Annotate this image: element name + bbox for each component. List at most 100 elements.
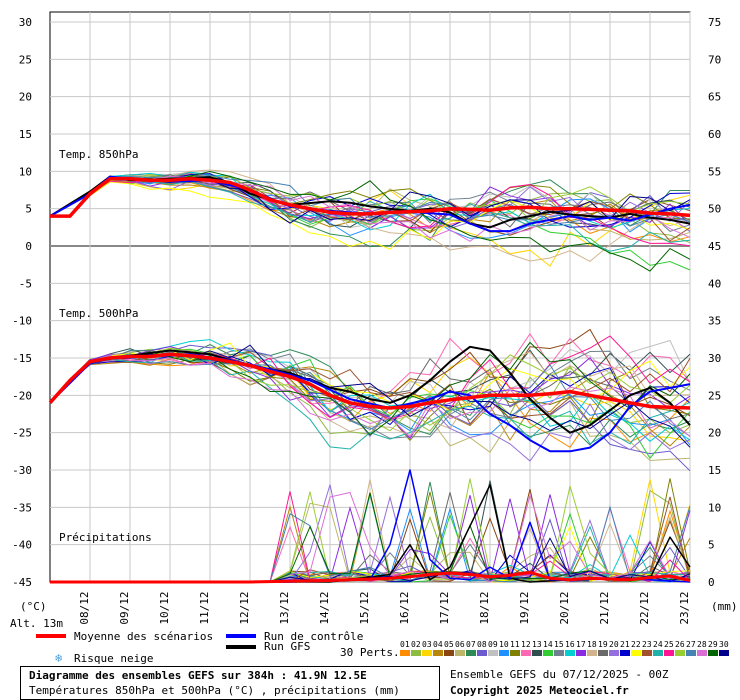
right-axis-unit: (mm) xyxy=(711,600,738,613)
pert-legend-number: 28 xyxy=(697,640,707,649)
right-tick-label: 40 xyxy=(708,277,721,290)
right-tick-label: 15 xyxy=(708,464,721,477)
pert-legend-number: 13 xyxy=(532,640,542,649)
pert-legend-swatch xyxy=(653,650,663,656)
x-tick-label: 22/12 xyxy=(638,591,651,624)
copyright: Copyright 2025 Meteociel.fr xyxy=(450,684,629,697)
left-tick-label: -5 xyxy=(19,277,32,290)
right-tick-label: 75 xyxy=(708,16,721,29)
pert-legend-number: 14 xyxy=(543,640,553,649)
pert-legend-number: 19 xyxy=(598,640,608,649)
x-tick-label: 11/12 xyxy=(198,591,211,624)
chart-title: Diagramme des ensembles GEFS sur 384h : … xyxy=(29,669,367,682)
legend-control-label: Run de contrôle xyxy=(264,630,364,643)
legend-mean-label: Moyenne des scénarios xyxy=(74,630,214,643)
right-tick-label: 30 xyxy=(708,352,721,365)
pert-legend-swatch xyxy=(686,650,696,656)
pert-legend-swatch xyxy=(543,650,553,656)
pert-t500-line xyxy=(49,346,691,440)
x-tick-label: 17/12 xyxy=(438,591,451,624)
left-tick-label: -25 xyxy=(12,427,32,440)
pert-legend-swatch xyxy=(565,650,575,656)
pert-legend-swatch xyxy=(631,650,641,656)
pert-legend-number: 12 xyxy=(521,640,531,649)
left-tick-label: 20 xyxy=(19,91,32,104)
pert-legend-number: 11 xyxy=(510,640,520,649)
x-tick-label: 21/12 xyxy=(598,591,611,624)
right-tick-label: 5 xyxy=(708,539,715,552)
left-tick-label: -10 xyxy=(12,315,32,328)
pert-legend-number: 25 xyxy=(664,640,674,649)
axis-ticks: 302520151050-5-10-15-20-25-30-35-40-4575… xyxy=(12,16,721,625)
right-tick-label: 20 xyxy=(708,427,721,440)
pert-legend-swatch xyxy=(587,650,597,656)
x-tick-label: 10/12 xyxy=(158,591,171,624)
pert-legend-swatch xyxy=(719,650,729,656)
pert-legend-number: 27 xyxy=(686,640,696,649)
pert-legend-swatch xyxy=(510,650,520,656)
pert-legend-number: 29 xyxy=(708,640,718,649)
pert-legend-number: 17 xyxy=(576,640,586,649)
mean-precip-line xyxy=(50,570,691,584)
legend-perts-label: 30 Perts. xyxy=(340,646,400,659)
pert-legend-swatch xyxy=(400,650,410,656)
x-tick-label: 23/12 xyxy=(678,591,691,624)
pert-legend-swatch xyxy=(609,650,619,656)
left-tick-label: 15 xyxy=(19,128,32,141)
pert-legend-swatch xyxy=(576,650,586,656)
pert-legend-number: 07 xyxy=(466,640,476,649)
right-tick-label: 0 xyxy=(708,576,715,589)
pert-t850-line xyxy=(49,181,691,250)
pert-legend-swatch xyxy=(620,650,630,656)
x-tick-label: 08/12 xyxy=(78,591,91,624)
pert-t500-line xyxy=(49,353,691,437)
grid xyxy=(49,11,691,583)
left-tick-label: 30 xyxy=(19,16,32,29)
right-tick-label: 25 xyxy=(708,389,721,402)
title-box: Diagramme des ensembles GEFS sur 384h : … xyxy=(20,666,440,700)
left-tick-label: -35 xyxy=(12,501,32,514)
pert-legend-swatch xyxy=(554,650,564,656)
chart-subtitle: Températures 850hPa et 500hPa (°C) , pré… xyxy=(29,684,400,697)
x-tick-label: 19/12 xyxy=(518,591,531,624)
pert-t500-line xyxy=(49,350,691,437)
label-precip: Précipitations xyxy=(59,531,152,544)
right-tick-label: 45 xyxy=(708,240,721,253)
left-tick-label: 10 xyxy=(19,165,32,178)
pert-legend-number: 21 xyxy=(620,640,630,649)
legend-gfs-swatch xyxy=(226,645,256,649)
pert-legend-swatch xyxy=(488,650,498,656)
pert-legend-number: 24 xyxy=(653,640,663,649)
pert-legend-swatch xyxy=(521,650,531,656)
x-tick-label: 13/12 xyxy=(278,591,291,624)
pert-legend-number: 22 xyxy=(631,640,641,649)
pert-legend-number: 16 xyxy=(565,640,575,649)
pert-legend-number: 20 xyxy=(609,640,619,649)
legend-gfs-label: Run GFS xyxy=(264,640,311,653)
pert-legend-swatch xyxy=(455,650,465,656)
pert-legend-number: 08 xyxy=(477,640,487,649)
pert-legend-number: 04 xyxy=(433,640,443,649)
pert-legend-number: 01 xyxy=(400,640,410,649)
pert-t500-line xyxy=(49,341,691,436)
x-tick-label: 14/12 xyxy=(318,591,331,624)
right-tick-label: 65 xyxy=(708,91,721,104)
pert-legend-swatch xyxy=(499,650,509,656)
legend-snow-label: Risque neige xyxy=(74,652,154,665)
x-tick-label: 18/12 xyxy=(478,591,491,624)
x-tick-label: 15/12 xyxy=(358,591,371,624)
pert-t850-line xyxy=(49,177,691,252)
right-tick-label: 70 xyxy=(708,53,721,66)
pert-legend-number: 23 xyxy=(642,640,652,649)
pert-legend-swatch xyxy=(697,650,707,656)
right-tick-label: 35 xyxy=(708,315,721,328)
pert-legend-swatch xyxy=(477,650,487,656)
right-tick-label: 10 xyxy=(708,501,721,514)
left-tick-label: -20 xyxy=(12,389,32,402)
x-tick-label: 16/12 xyxy=(398,591,411,624)
pert-legend-swatch xyxy=(433,650,443,656)
label-t850: Temp. 850hPa xyxy=(59,148,138,161)
pert-legend-number: 05 xyxy=(444,640,454,649)
pert-legend-swatch xyxy=(422,650,432,656)
